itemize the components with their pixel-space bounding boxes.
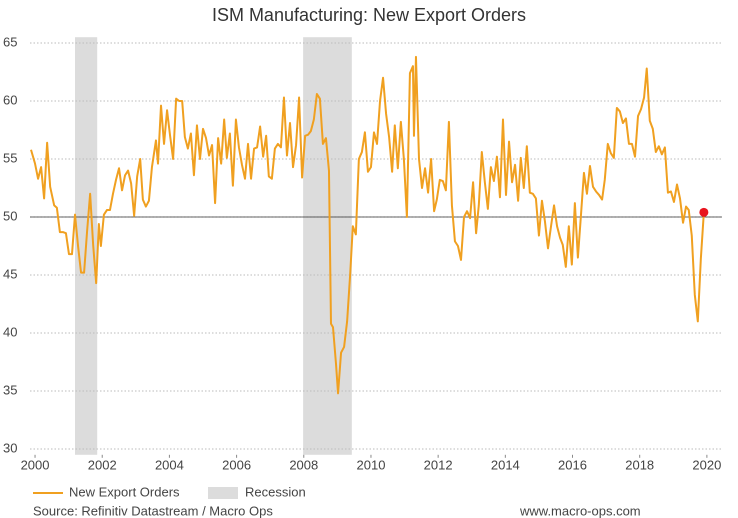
x-tick-label: 2020 [692, 457, 721, 472]
x-tick-label: 2000 [21, 457, 50, 472]
y-tick-label: 30 [3, 440, 17, 455]
recession-band [303, 37, 352, 455]
y-tick-label: 40 [3, 324, 17, 339]
source: Source: Refinitiv Datastream / Macro Ops [33, 503, 273, 518]
x-tick-label: 2018 [625, 457, 654, 472]
x-tick-label: 2016 [558, 457, 587, 472]
legend-swatch [208, 487, 238, 499]
latest-point [699, 207, 709, 217]
y-tick-label: 50 [3, 208, 17, 223]
x-tick-label: 2006 [222, 457, 251, 472]
series-line [30, 55, 705, 395]
website: www.macro-ops.com [519, 503, 641, 518]
legend-label: New Export Orders [69, 484, 180, 499]
legend-label: Recession [245, 484, 306, 499]
x-tick-label: 2008 [289, 457, 318, 472]
x-tick-label: 2002 [88, 457, 117, 472]
y-tick-label: 55 [3, 150, 17, 165]
x-tick-label: 2014 [491, 457, 520, 472]
chart-title: ISM Manufacturing: New Export Orders [212, 5, 526, 25]
y-tick-label: 65 [3, 34, 17, 49]
x-tick-label: 2012 [424, 457, 453, 472]
y-tick-label: 60 [3, 92, 17, 107]
y-tick-label: 35 [3, 382, 17, 397]
x-tick-label: 2004 [155, 457, 184, 472]
y-tick-label: 45 [3, 266, 17, 281]
x-tick-label: 2010 [357, 457, 386, 472]
